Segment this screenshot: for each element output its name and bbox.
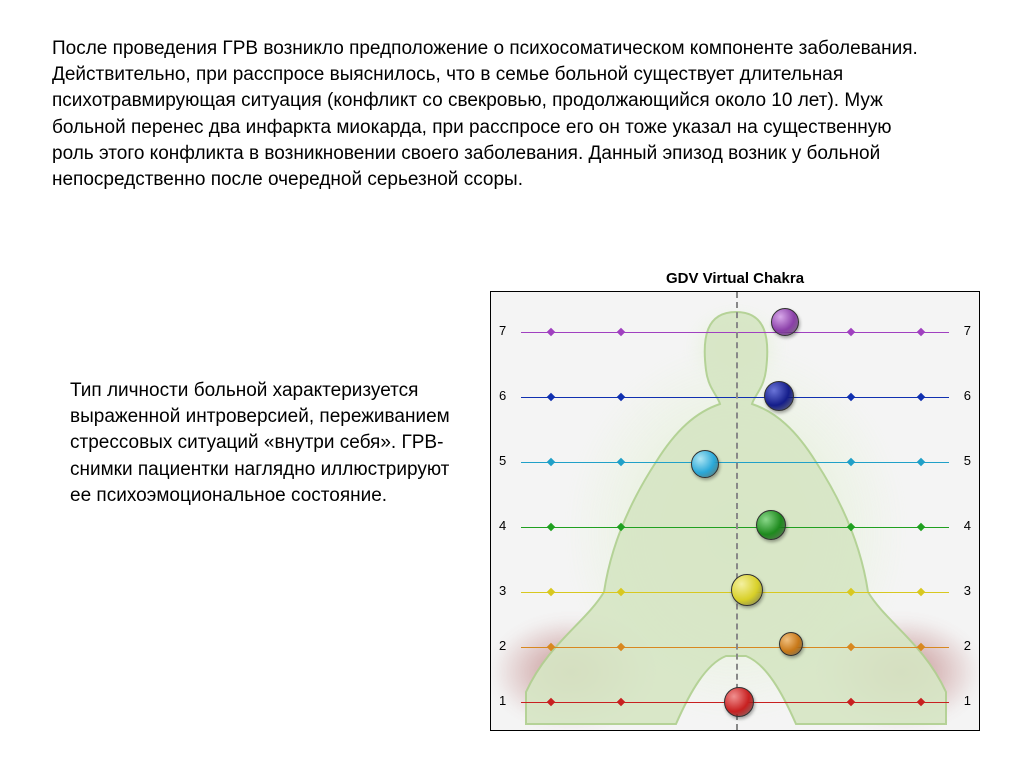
gridline-level-5 <box>521 462 949 463</box>
axis-label-right-5: 5 <box>964 453 971 468</box>
chakra-chart: 7 7 6 6 5 5 4 4 3 3 2 2 1 1 <box>490 291 980 731</box>
axis-label-left-6: 6 <box>499 388 506 403</box>
axis-label-right-7: 7 <box>964 323 971 338</box>
axis-label-right-6: 6 <box>964 388 971 403</box>
axis-label-right-2: 2 <box>964 638 971 653</box>
side-paragraph: Тип личности больной характеризуется выр… <box>70 378 450 509</box>
axis-label-right-3: 3 <box>964 583 971 598</box>
chakra-sphere-2 <box>779 632 803 656</box>
axis-label-left-2: 2 <box>499 638 506 653</box>
gridline-level-7 <box>521 332 949 333</box>
midline <box>736 292 738 730</box>
chakra-sphere-5 <box>691 450 719 478</box>
axis-label-right-1: 1 <box>964 693 971 708</box>
top-paragraph: После проведения ГРВ возникло предположе… <box>52 36 932 193</box>
chart-title: GDV Virtual Chakra <box>490 270 980 287</box>
gridline-level-4 <box>521 527 949 528</box>
axis-label-left-3: 3 <box>499 583 506 598</box>
chakra-sphere-3 <box>731 574 763 606</box>
chakra-chart-container: GDV Virtual Chakra 7 7 6 6 5 5 4 4 3 3 2 2 1 1 <box>490 270 980 731</box>
page: После проведения ГРВ возникло предположе… <box>0 0 1024 767</box>
chakra-sphere-7 <box>771 308 799 336</box>
chakra-sphere-1 <box>724 687 754 717</box>
chakra-sphere-4 <box>756 510 786 540</box>
chakra-sphere-6 <box>764 381 794 411</box>
axis-label-left-4: 4 <box>499 518 506 533</box>
axis-label-left-1: 1 <box>499 693 506 708</box>
axis-label-left-7: 7 <box>499 323 506 338</box>
axis-label-left-5: 5 <box>499 453 506 468</box>
gridline-level-6 <box>521 397 949 398</box>
gridline-level-2 <box>521 647 949 648</box>
axis-label-right-4: 4 <box>964 518 971 533</box>
